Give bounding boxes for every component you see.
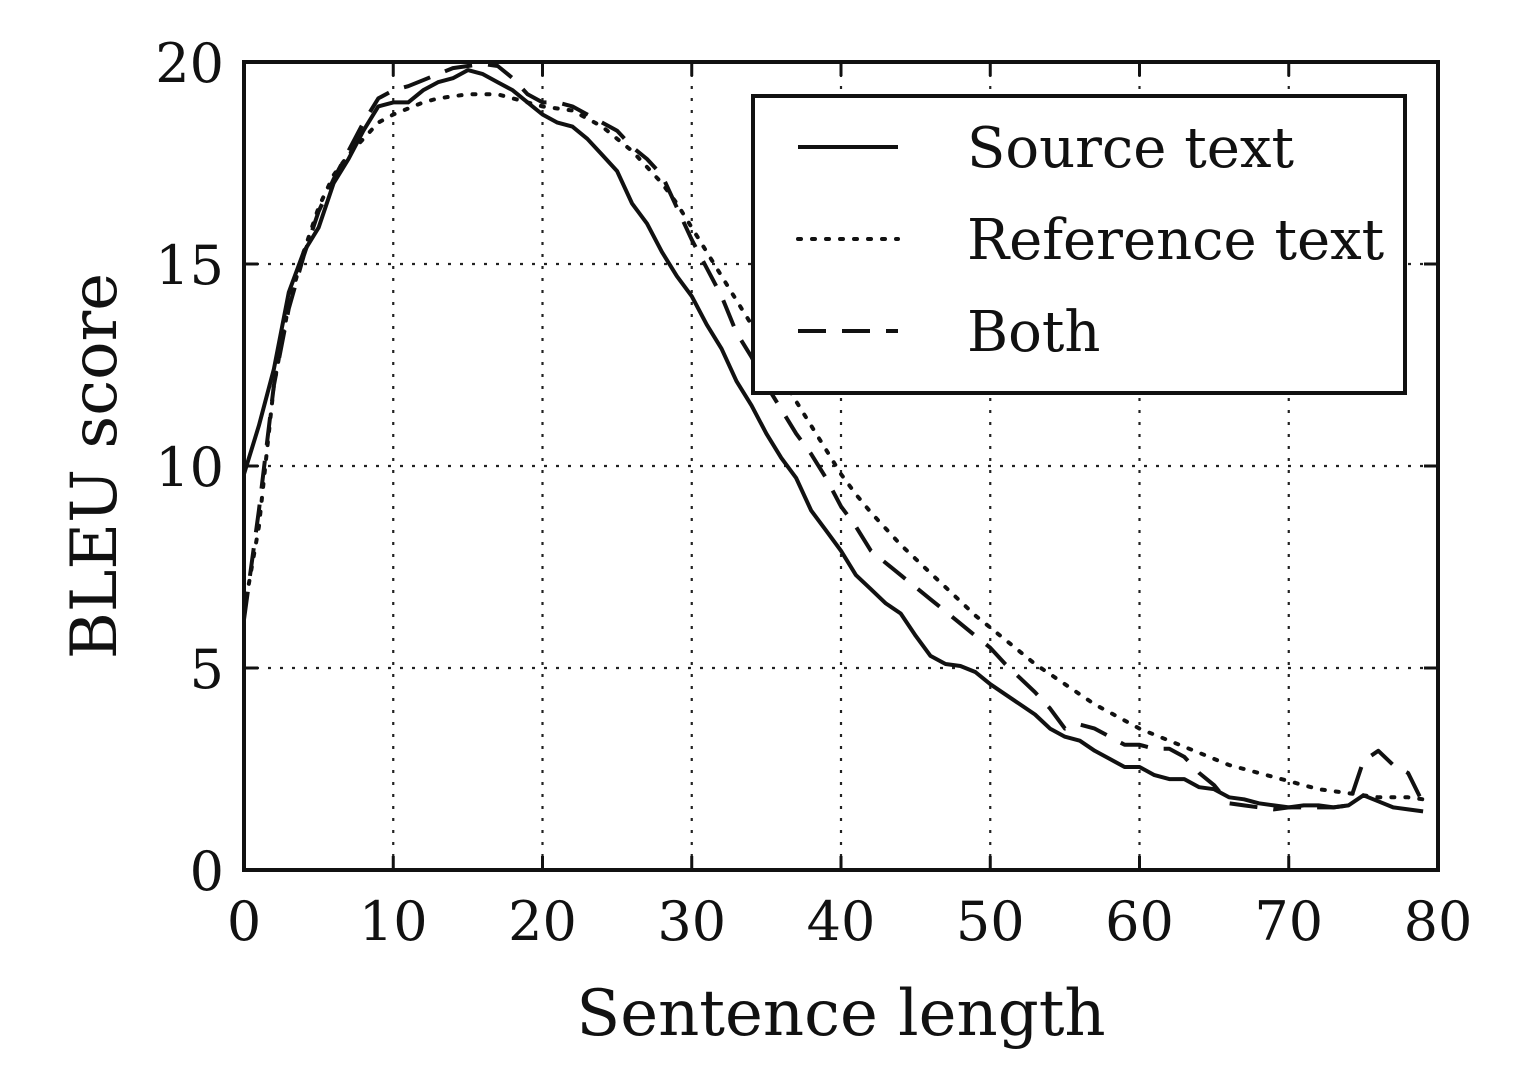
legend-label: Both [967, 300, 1100, 365]
series-line-dotted [242, 92, 1426, 802]
x-tick-label: 40 [807, 890, 876, 953]
y-tick-label: 0 [190, 840, 224, 903]
x-tick-label: 80 [1404, 890, 1473, 953]
y-tick-label: 5 [190, 638, 224, 701]
x-tick-label: 0 [227, 890, 261, 953]
x-tick-label: 20 [508, 890, 577, 953]
x-axis-label: Sentence length [576, 977, 1105, 1051]
x-tick-labels: 0 10 20 30 40 50 60 70 80 [227, 890, 1473, 953]
tick-marks [242, 60, 1440, 872]
x-tick-label: 50 [956, 890, 1025, 953]
legend-label: Reference text [967, 208, 1385, 273]
y-tick-label: 15 [155, 234, 224, 297]
legend: Source text Reference text Both [751, 94, 1407, 395]
series-line-solid [242, 68, 1424, 814]
y-tick-labels: 0 5 10 15 20 [155, 32, 224, 903]
x-tick-label: 30 [657, 890, 726, 953]
y-axis-label: BLEU score [58, 273, 132, 659]
x-tick-label: 10 [359, 890, 428, 953]
y-tick-label: 10 [155, 436, 224, 499]
series-group [242, 62, 1426, 814]
x-tick-label: 70 [1254, 890, 1323, 953]
legend-label: Source text [967, 116, 1294, 181]
series-line-dashed [242, 62, 1425, 812]
y-tick-label: 20 [155, 32, 224, 95]
x-tick-label: 60 [1105, 890, 1174, 953]
